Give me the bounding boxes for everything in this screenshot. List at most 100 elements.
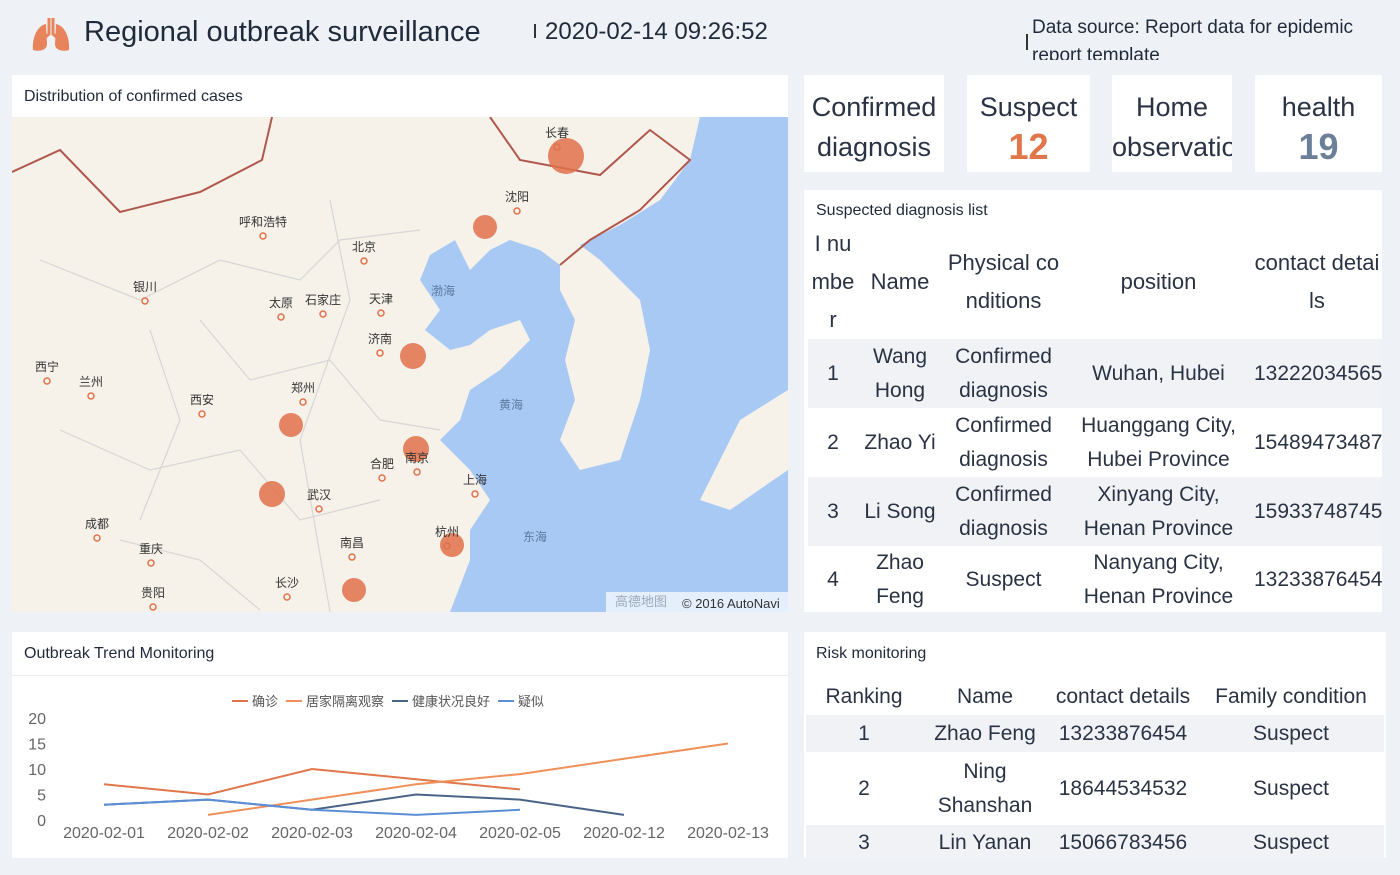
city-dot	[93, 534, 101, 542]
kpi-card: Confirmed diagnosis	[804, 75, 944, 172]
legend-label: 疑似	[518, 694, 544, 709]
column-header: Ranking	[825, 684, 903, 708]
kpi-label: Home observatio	[1112, 92, 1232, 162]
table-cell: 13233876454	[1058, 721, 1188, 745]
timestamp: 2020-02-14 09:26:52	[545, 18, 768, 45]
legend-label: 健康状况良好	[412, 694, 490, 709]
kpi-value: 12	[1008, 126, 1049, 167]
table-cell: 2	[827, 430, 839, 454]
city-label: 太原	[269, 295, 293, 310]
city-dot	[315, 505, 323, 513]
table-cell: Suspect	[965, 568, 1042, 591]
table-cell: 4	[827, 568, 839, 591]
city-label: 银川	[133, 280, 157, 294]
x-tick-label: 2020-02-03	[271, 825, 353, 842]
x-tick-label: 2020-02-01	[63, 825, 145, 842]
table-cell: Suspect	[1253, 830, 1329, 854]
trend-panel: Outbreak Trend Monitoring	[12, 632, 788, 858]
column-header: I number	[811, 231, 855, 332]
city-label: 沈阳	[505, 189, 529, 204]
legend-label: 居家隔离观察	[306, 694, 384, 709]
map-logo: 高德地图	[615, 594, 667, 609]
city-label: 济南	[368, 331, 392, 346]
x-tick-label: 2020-02-13	[687, 825, 769, 842]
table-cell: 15066783456	[1058, 830, 1188, 854]
table-cell: 3	[858, 830, 870, 854]
kpi-label: Suspect	[979, 92, 1078, 122]
table-cell: Huanggang City, Hubei Province	[1081, 413, 1236, 471]
city-label: 南昌	[340, 535, 364, 550]
page-title: Regional outbreak surveillance	[84, 16, 481, 48]
city-label: 杭州	[435, 524, 459, 539]
city-dot	[283, 593, 291, 601]
table-row: 2 Zhao Yi Confirmed diagnosis Huanggang Cit…	[808, 408, 1382, 477]
table-cell: Nanyang City, Henan Province	[1083, 551, 1234, 608]
table-cell: Zhao Yi	[864, 430, 936, 454]
table-cell: Confirmed diagnosis	[955, 482, 1052, 540]
column-header: contact details	[1055, 684, 1191, 708]
divider	[1026, 34, 1028, 50]
table-cell: 2	[858, 776, 870, 800]
sea-label: 渤海	[431, 283, 455, 298]
column-header: Family condition	[1215, 684, 1367, 708]
series-line	[103, 767, 521, 796]
table-row: 4 Zhao Feng Suspect Nanyang City, Henan Pro…	[808, 546, 1382, 614]
suspected-table: I number Name Physical conditions position c…	[808, 225, 1382, 614]
kpi-label: health	[1281, 92, 1356, 122]
table-row: 3 Lin Yanan 15066783456 Suspect	[806, 825, 1384, 860]
suspected-panel: Suspected diagnosis list	[804, 190, 1382, 612]
table-cell: 15489473487	[1254, 430, 1382, 454]
table-cell: 13233876454	[1254, 568, 1382, 591]
x-tick-label: 2020-02-05	[479, 825, 561, 842]
y-tick-label: 20	[28, 711, 46, 728]
city-label: 重庆	[139, 542, 163, 556]
y-tick-label: 0	[37, 813, 46, 830]
header-row: I number Name Physical conditions position c…	[808, 225, 1382, 339]
city-dot	[149, 603, 157, 611]
city-dot	[348, 553, 356, 561]
divider	[12, 675, 788, 676]
city-dot	[141, 297, 149, 305]
city-label: 合肥	[370, 456, 394, 471]
city-label: 上海	[463, 472, 487, 487]
table-cell: 1	[827, 361, 839, 385]
city-dot	[443, 542, 451, 550]
city-dot	[299, 398, 307, 406]
x-tick-label: 2020-02-12	[583, 825, 665, 842]
y-tick-label: 15	[28, 737, 46, 754]
city-label: 西安	[190, 392, 214, 407]
city-dot	[277, 313, 285, 321]
kpi-card: Suspect 12	[967, 75, 1090, 172]
column-header: position	[1120, 269, 1197, 294]
table-row: 1 Zhao Feng 13233876454 Suspect	[806, 715, 1384, 752]
column-header: contact details	[1254, 250, 1380, 313]
sea-label: 东海	[523, 529, 547, 544]
series-line	[207, 742, 729, 816]
table-cell: 3	[827, 499, 839, 523]
city-dot	[360, 257, 368, 265]
city-dot	[319, 310, 327, 318]
city-dot	[259, 232, 267, 240]
table-cell: Ning Shanshan	[937, 759, 1033, 817]
table-cell: Wuhan, Hubei	[1092, 361, 1225, 385]
table-cell: Confirmed diagnosis	[955, 413, 1052, 471]
panel-title: Suspected diagnosis list	[816, 202, 988, 219]
table-row: 3 Li Song Confirmed diagnosis Xinyang City,…	[808, 477, 1382, 546]
table-cell: Confirmed diagnosis	[955, 344, 1052, 402]
kpi-card: Home observatio	[1112, 75, 1232, 172]
city-dot	[471, 490, 479, 498]
city-dot	[413, 468, 421, 476]
table-cell: Xinyang City, Henan Province	[1083, 482, 1234, 540]
panel-title: Distribution of confirmed cases	[24, 88, 243, 105]
city-dot	[513, 207, 521, 215]
table-cell: Suspect	[1253, 776, 1329, 800]
y-tick-label: 10	[28, 762, 46, 779]
city-label: 贵阳	[141, 586, 165, 600]
header-row: Ranking Name contact details Family conditi…	[806, 678, 1384, 715]
table-cell: Zhao Feng	[934, 721, 1036, 745]
divider	[534, 24, 536, 38]
city-dot	[376, 349, 384, 357]
table-row: 2 Ning Shanshan 18644534532 Suspect	[806, 752, 1384, 825]
